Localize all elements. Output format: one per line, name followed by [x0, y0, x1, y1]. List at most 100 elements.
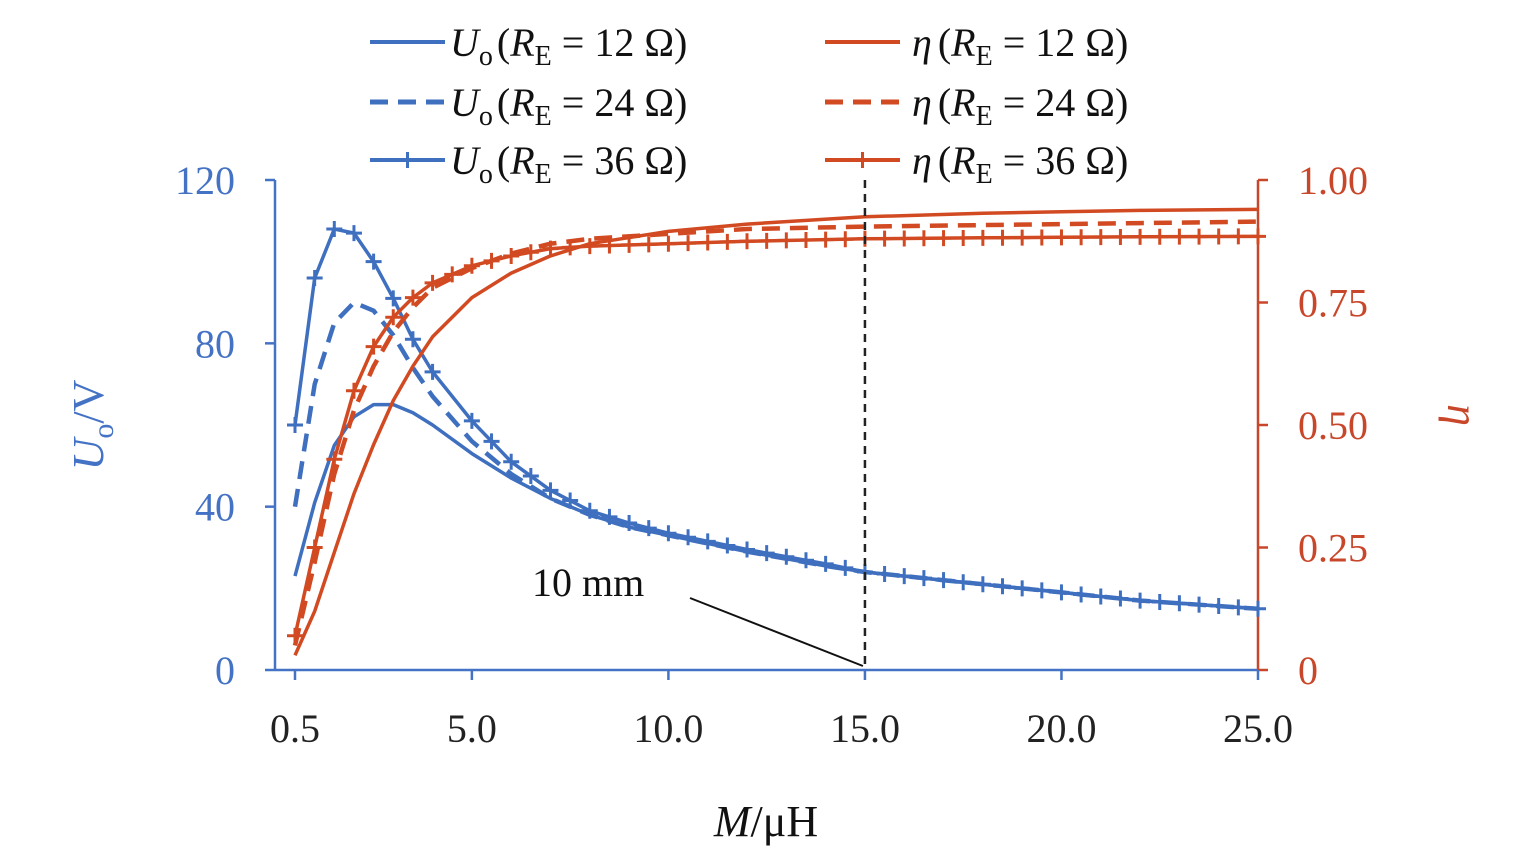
data-point-eta-re36 — [778, 232, 795, 249]
annotation-label: 10 mm — [532, 560, 644, 605]
series-uo-re36 — [287, 221, 1266, 617]
series-line-eta-re36 — [293, 234, 1259, 637]
data-point-uo-re36 — [365, 253, 382, 270]
data-point-eta-re36 — [483, 252, 500, 269]
data-point-eta-re36 — [1073, 229, 1090, 246]
legend-label-uo-re36: Uo (RE = 36 Ω) — [450, 138, 687, 190]
data-point-uo-re36 — [778, 548, 795, 565]
data-point-eta-re36 — [365, 338, 382, 355]
data-point-uo-re36 — [680, 529, 697, 546]
data-point-uo-re36 — [1033, 582, 1050, 599]
data-point-uo-re36 — [562, 492, 579, 509]
data-point-eta-re36 — [404, 289, 421, 306]
data-point-uo-re36 — [876, 566, 893, 583]
y-right-tick-label: 1.00 — [1298, 158, 1368, 203]
series-eta-re24 — [292, 219, 1259, 647]
data-point-eta-re36 — [1033, 229, 1050, 246]
data-point-uo-re36 — [483, 433, 500, 450]
data-point-uo-re36 — [345, 225, 362, 242]
data-point-eta-re36 — [699, 234, 716, 251]
data-point-eta-re36 — [287, 627, 303, 644]
annotation-leader-line — [689, 597, 864, 667]
data-point-uo-re36 — [542, 482, 559, 499]
y-right-axis-title: η — [1438, 404, 1487, 426]
data-point-eta-re36 — [444, 266, 461, 283]
data-point-eta-re36 — [974, 229, 991, 246]
y-right-tick-label: 0.75 — [1298, 281, 1368, 326]
data-point-eta-re36 — [1210, 228, 1227, 245]
data-point-uo-re36 — [1053, 584, 1070, 601]
data-point-uo-re36 — [1112, 590, 1129, 607]
x-axis-title: M/μH — [713, 797, 818, 846]
y-left-tick-label: 80 — [195, 321, 235, 366]
data-point-uo-re36 — [817, 555, 834, 572]
legend-label-uo-re24: Uo (RE = 24 Ω) — [450, 80, 687, 132]
data-point-uo-re36 — [837, 559, 854, 576]
data-point-eta-re36 — [719, 233, 736, 250]
y-left-tick-label: 0 — [215, 648, 235, 693]
legend-label-uo-re12: Uo (RE = 12 Ω) — [450, 20, 687, 72]
data-point-uo-re36 — [758, 545, 775, 562]
y-right-tick-label: 0 — [1298, 648, 1318, 693]
legend-label-eta-re36: η (RE = 36 Ω) — [912, 138, 1128, 190]
data-point-uo-re36 — [797, 552, 814, 569]
data-point-uo-re36 — [601, 508, 618, 525]
data-point-eta-re36 — [621, 236, 638, 253]
data-point-uo-re36 — [463, 412, 480, 429]
data-point-uo-re36 — [621, 515, 638, 531]
data-point-eta-re36 — [345, 382, 362, 399]
y-right-tick-label: 0.25 — [1298, 526, 1368, 571]
y-right-tick-label: 0.50 — [1298, 403, 1368, 448]
data-point-eta-re36 — [955, 229, 972, 246]
data-point-eta-re36 — [640, 236, 657, 253]
data-point-eta-re36 — [994, 229, 1011, 246]
data-point-eta-re36 — [601, 237, 618, 254]
series-line-eta-re24 — [292, 219, 1259, 647]
legend-item-eta-re36: η (RE = 36 Ω) — [825, 138, 1128, 190]
data-point-uo-re36 — [935, 572, 952, 589]
data-point-uo-re36 — [955, 574, 972, 591]
legend-label-eta-re24: η (RE = 24 Ω) — [912, 80, 1128, 132]
data-point-uo-re36 — [739, 541, 756, 558]
data-point-uo-re36 — [1014, 580, 1031, 597]
data-point-eta-re36 — [326, 451, 343, 468]
legend-item-eta-re24: η (RE = 24 Ω) — [825, 80, 1128, 132]
series-line-uo-re24 — [292, 300, 1259, 612]
series-uo-re12 — [293, 402, 1259, 611]
series-line-eta-re12 — [293, 207, 1259, 657]
data-point-uo-re36 — [1092, 588, 1109, 605]
series-group — [287, 207, 1266, 657]
x-tick-label: 15.0 — [830, 706, 900, 751]
data-point-eta-re36 — [1250, 228, 1266, 245]
legend: Uo (RE = 12 Ω) Uo (RE = 24 Ω) Uo (RE = 36 Ω) η… — [370, 20, 1128, 190]
data-point-eta-re36 — [896, 230, 913, 247]
data-point-uo-re36 — [1230, 599, 1247, 616]
annotation-group: 10 mm — [532, 180, 867, 670]
legend-item-uo-re36: Uo (RE = 36 Ω) — [370, 138, 687, 190]
data-point-uo-re36 — [306, 270, 323, 286]
data-point-uo-re36 — [974, 576, 991, 593]
x-tick-label: 5.0 — [447, 706, 497, 751]
data-point-eta-re36 — [1230, 228, 1247, 245]
data-point-eta-re36 — [680, 235, 697, 252]
data-point-eta-re36 — [797, 232, 814, 249]
legend-marker-uo-re36 — [399, 152, 416, 168]
data-point-eta-re36 — [1171, 228, 1188, 245]
data-point-uo-re36 — [581, 502, 598, 519]
data-point-eta-re36 — [522, 244, 539, 261]
data-point-uo-re36 — [385, 290, 402, 307]
data-point-uo-re36 — [326, 221, 343, 237]
data-point-eta-re36 — [424, 274, 441, 291]
data-point-eta-re36 — [1112, 228, 1129, 245]
series-eta-re36 — [287, 228, 1266, 644]
data-point-eta-re36 — [935, 230, 952, 247]
data-point-eta-re36 — [660, 235, 677, 252]
y-left-axis-title: Uo/V — [64, 379, 120, 470]
data-point-eta-re36 — [1092, 229, 1109, 246]
data-point-uo-re36 — [640, 520, 657, 537]
data-point-eta-re36 — [463, 257, 480, 274]
x-tick-label: 0.5 — [270, 706, 320, 751]
series-uo-re24 — [292, 300, 1259, 612]
data-point-uo-re36 — [503, 453, 520, 470]
